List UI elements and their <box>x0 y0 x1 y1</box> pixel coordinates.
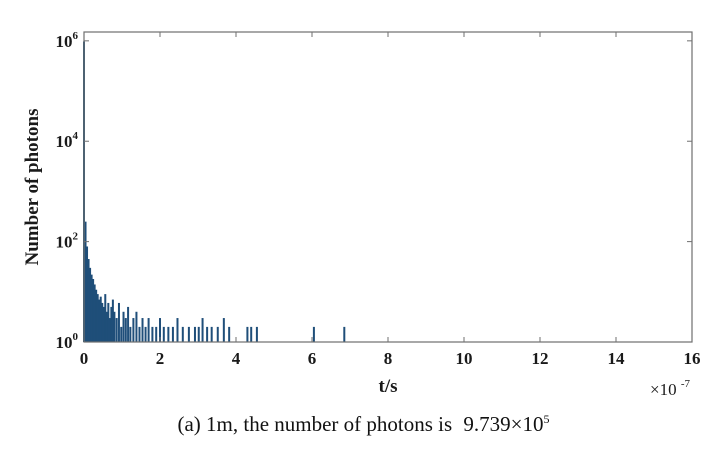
plot-background <box>84 32 692 342</box>
x-multiplier-base: ×10 <box>650 380 677 399</box>
histogram-bar <box>111 299 114 342</box>
histogram-bar <box>104 294 107 342</box>
histogram-bar <box>250 326 253 342</box>
histogram-bar <box>141 318 144 342</box>
x-ticks-group: 0 2 4 6 8 10 12 14 16 <box>80 32 701 368</box>
caption-value: 9.739×105 <box>463 412 549 436</box>
histogram-bar <box>96 294 99 342</box>
histogram-bar <box>108 318 111 342</box>
histogram-bar <box>95 289 98 342</box>
y-axis-label: Number of photons <box>22 109 43 266</box>
histogram-bar <box>312 326 315 342</box>
histogram-bar <box>124 318 127 342</box>
x-tick-label: 16 <box>684 349 701 368</box>
histogram-bar <box>147 318 150 342</box>
histogram-bar <box>144 326 147 342</box>
histogram-bar <box>86 246 89 342</box>
histogram-bar <box>193 326 196 342</box>
y-ticks-group: 100 102 104 106 <box>56 30 692 352</box>
histogram-bar <box>135 311 138 342</box>
x-tick-label: 8 <box>384 349 393 368</box>
y-tick-label: 100 <box>56 331 79 352</box>
histogram-bar <box>120 326 123 342</box>
histogram-bar <box>197 326 200 342</box>
histogram-bar <box>222 318 225 342</box>
histogram-bar <box>98 299 101 342</box>
histogram-bar <box>89 267 92 342</box>
histogram-bar <box>167 326 170 342</box>
histogram-bar <box>102 306 105 342</box>
histogram-bar <box>122 311 125 342</box>
histogram-bar <box>113 311 116 342</box>
histogram-bar <box>84 221 87 342</box>
y-tick-label: 106 <box>56 30 79 51</box>
x-tick-label: 12 <box>532 349 549 368</box>
histogram-bar <box>162 326 165 342</box>
x-tick-label: 10 <box>456 349 473 368</box>
histogram-bar <box>107 302 110 342</box>
histogram-bar <box>201 318 204 342</box>
histogram-bar <box>343 326 346 342</box>
histogram-bar <box>99 296 102 342</box>
histogram-bar <box>206 326 209 342</box>
x-axis-label: t/s <box>379 376 398 397</box>
histogram-bar <box>210 326 213 342</box>
caption-value-exponent: 5 <box>543 412 550 426</box>
histogram-bar <box>117 302 120 342</box>
histogram-bar <box>105 311 108 342</box>
histogram-bar <box>129 326 132 342</box>
x-tick-label: 0 <box>80 349 89 368</box>
x-multiplier-label: ×10 -7 <box>650 378 691 399</box>
caption-value-base: 9.739×10 <box>463 412 544 436</box>
bars-group <box>83 41 346 342</box>
histogram-bar <box>176 318 179 342</box>
histogram-bar <box>155 326 158 342</box>
y-tick-label: 102 <box>56 231 79 252</box>
histogram-bar <box>228 326 231 342</box>
histogram-bar <box>93 284 96 342</box>
histogram-bar <box>181 326 184 342</box>
histogram-bar <box>90 274 93 342</box>
x-tick-label: 14 <box>608 349 626 368</box>
histogram-bar <box>92 278 95 342</box>
histogram-bar <box>255 326 258 342</box>
histogram-bar <box>87 259 90 342</box>
histogram-bar <box>110 306 113 342</box>
x-tick-label: 4 <box>232 349 241 368</box>
figure-caption: (a) 1m, the number of photons is 9.739×1… <box>0 412 727 437</box>
histogram-bar <box>151 326 154 342</box>
histogram-bar <box>159 318 161 342</box>
histogram-bar <box>216 326 219 342</box>
histogram-bar <box>132 318 135 342</box>
x-tick-label: 6 <box>308 349 317 368</box>
histogram-bar <box>246 326 249 342</box>
x-multiplier-exponent: -7 <box>681 378 691 390</box>
histogram-bar <box>171 326 174 342</box>
histogram-bar <box>127 306 130 342</box>
histogram-bar <box>187 326 190 342</box>
histogram-bar <box>101 302 104 342</box>
x-tick-label: 2 <box>156 349 165 368</box>
histogram-bar <box>138 326 141 342</box>
caption-prefix: (a) 1m, the number of photons is <box>177 412 453 436</box>
histogram-bar <box>115 318 118 342</box>
y-tick-label: 104 <box>56 130 79 151</box>
